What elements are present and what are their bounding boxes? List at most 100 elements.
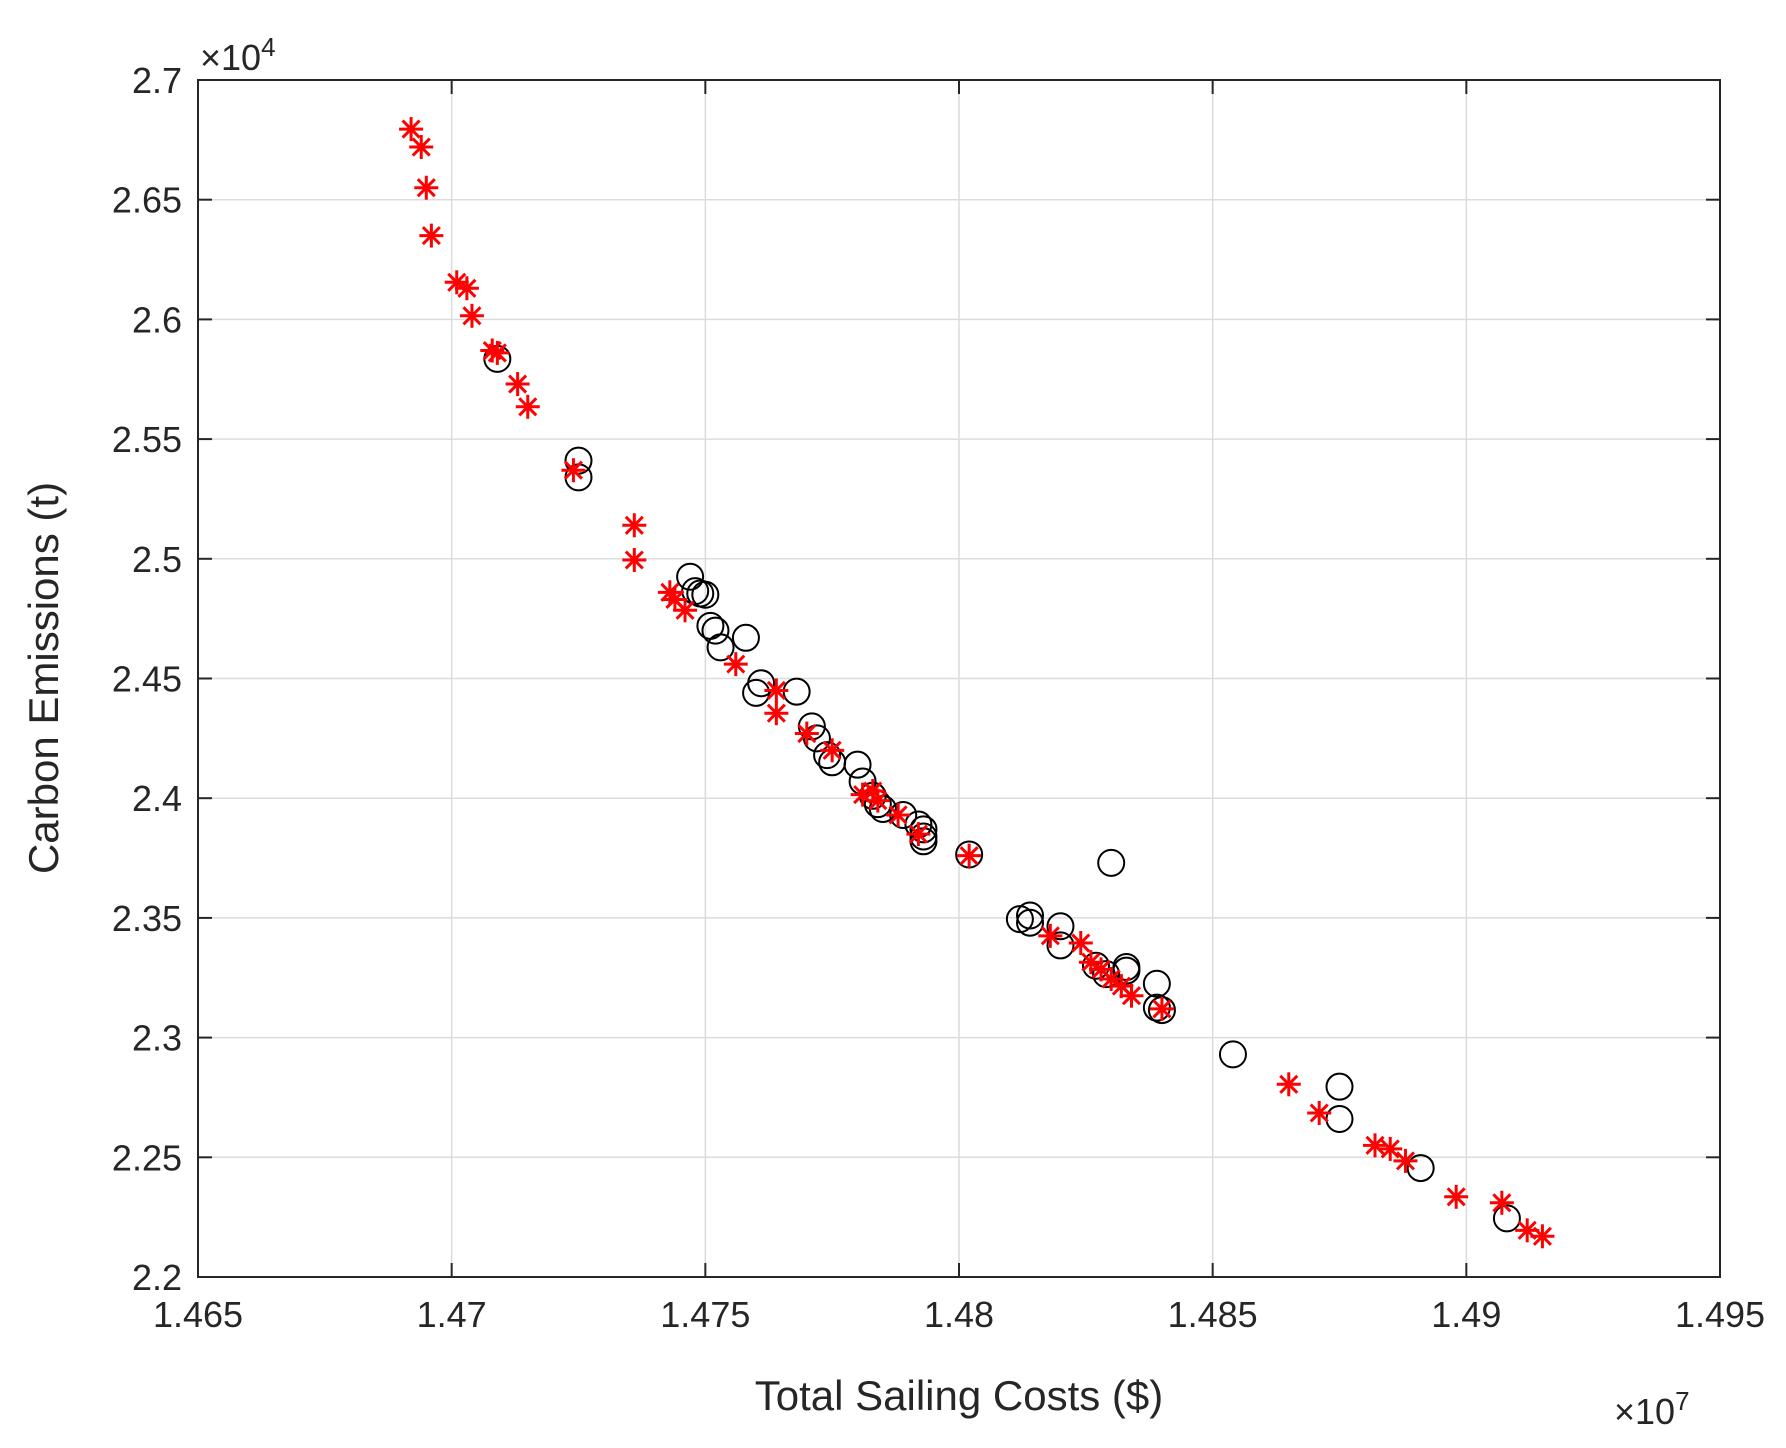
x-exponent-label: ×107 [1614, 1386, 1690, 1432]
y-axis-label: Carbon Emissions (t) [20, 482, 67, 874]
star-marker-stroke [1081, 952, 1101, 972]
star-marker-stroke [726, 654, 746, 674]
star-marker-stroke [1517, 1220, 1537, 1240]
y-exponent-label: ×104 [200, 32, 276, 78]
x-axis-label: Total Sailing Costs ($) [755, 1372, 1164, 1419]
star-marker [1068, 931, 1093, 956]
x-exponent-base: ×10 [1614, 1391, 1675, 1432]
star-marker-stroke [457, 278, 477, 298]
star-marker [1276, 1072, 1301, 1097]
star-marker [485, 340, 510, 365]
star-marker-stroke [563, 460, 583, 480]
star-marker [622, 513, 647, 538]
star-marker-stroke [1279, 1074, 1299, 1094]
circle-marker [1218, 1040, 1247, 1069]
circle-marker [1406, 1154, 1435, 1183]
y-tick-label: 2.5 [132, 539, 182, 580]
x-tick-label: 1.475 [660, 1294, 750, 1335]
star-marker-stroke [1532, 1226, 1552, 1246]
star-marker [505, 372, 530, 397]
star-marker-stroke [508, 374, 528, 394]
star-marker [1378, 1136, 1403, 1161]
x-tick-label: 1.485 [1168, 1294, 1258, 1335]
star-marker [1119, 983, 1144, 1008]
y-tick-label: 2.3 [132, 1018, 182, 1059]
data-points [399, 117, 1555, 1249]
y-exponent-power: 4 [261, 32, 275, 62]
y-tick-label: 2.45 [112, 659, 182, 700]
axis-ticks: 1.465 1.47 1.475 1.48 1.485 1.49 1.495 2.2 2.25 2… [112, 60, 1765, 1335]
star-marker [454, 276, 479, 301]
star-marker [957, 843, 982, 868]
y-tick-label: 2.55 [112, 419, 182, 460]
star-marker [561, 458, 586, 483]
star-marker-stroke [1152, 999, 1172, 1019]
star-marker-stroke [1091, 959, 1111, 979]
star-marker-stroke [908, 824, 928, 844]
star-marker [1363, 1133, 1388, 1158]
star-marker-stroke [1111, 976, 1131, 996]
star-marker [794, 721, 819, 746]
star-marker [662, 587, 687, 612]
circle-marker [1097, 848, 1126, 877]
star-marker [1307, 1101, 1332, 1126]
circle-marker [1112, 956, 1141, 985]
star-marker-stroke [411, 137, 431, 157]
circle-marker [701, 616, 730, 645]
star-marker-stroke [1101, 969, 1121, 989]
star-marker [515, 394, 540, 419]
star-marker [409, 135, 434, 160]
star-marker-stroke [1121, 986, 1142, 1006]
circle-marker [1492, 1204, 1521, 1233]
circle-marker [731, 623, 760, 652]
circle-marker [1046, 931, 1075, 960]
circle-marker [706, 633, 735, 662]
star-marker-stroke [447, 272, 467, 292]
x-tick-label: 1.49 [1431, 1294, 1501, 1335]
star-marker-stroke [959, 846, 979, 866]
x-tick-label: 1.495 [1675, 1294, 1765, 1335]
x-exponent-power: 7 [1675, 1386, 1689, 1416]
star-marker [764, 701, 789, 726]
star-marker-stroke [624, 550, 644, 570]
circle-marker [1046, 912, 1075, 941]
star-marker-stroke [675, 600, 695, 620]
star-marker-stroke [853, 785, 873, 805]
star-marker-stroke [1492, 1193, 1512, 1213]
star-marker [1393, 1148, 1418, 1173]
x-tick-label: 1.48 [924, 1294, 994, 1335]
star-marker [622, 547, 647, 572]
circle-marker [742, 678, 771, 707]
star-marker-stroke [868, 791, 888, 811]
star-marker [1489, 1190, 1514, 1215]
star-marker-stroke [1395, 1151, 1415, 1171]
circle-marker [676, 562, 705, 591]
star-marker-stroke [822, 740, 842, 760]
circle-marker [691, 580, 720, 609]
star-marker-stroke [416, 178, 436, 198]
star-marker [1038, 923, 1063, 948]
star-marker-stroke [401, 119, 421, 139]
star-marker-stroke [462, 306, 482, 326]
star-marker-stroke [766, 680, 786, 701]
star-marker-stroke [1446, 1187, 1466, 1207]
circle-marker [1016, 908, 1045, 937]
star-marker [1444, 1184, 1469, 1209]
star-marker [419, 223, 444, 248]
y-tick-label: 2.25 [112, 1137, 182, 1178]
y-tick-label: 2.65 [112, 180, 182, 221]
circle-marker [1325, 1072, 1354, 1101]
circle-marker [1092, 960, 1121, 989]
star-marker-stroke [888, 805, 908, 825]
star-marker-stroke [863, 781, 883, 801]
star-marker [865, 788, 890, 813]
circle-marker [909, 815, 938, 844]
star-marker [886, 802, 911, 827]
star-marker-stroke [797, 724, 817, 744]
star-marker [1149, 996, 1174, 1021]
x-tick-label: 1.465 [153, 1294, 243, 1335]
star-marker [459, 303, 484, 328]
star-marker [673, 598, 698, 623]
star-marker-stroke [1380, 1139, 1400, 1159]
star-marker [723, 652, 748, 677]
